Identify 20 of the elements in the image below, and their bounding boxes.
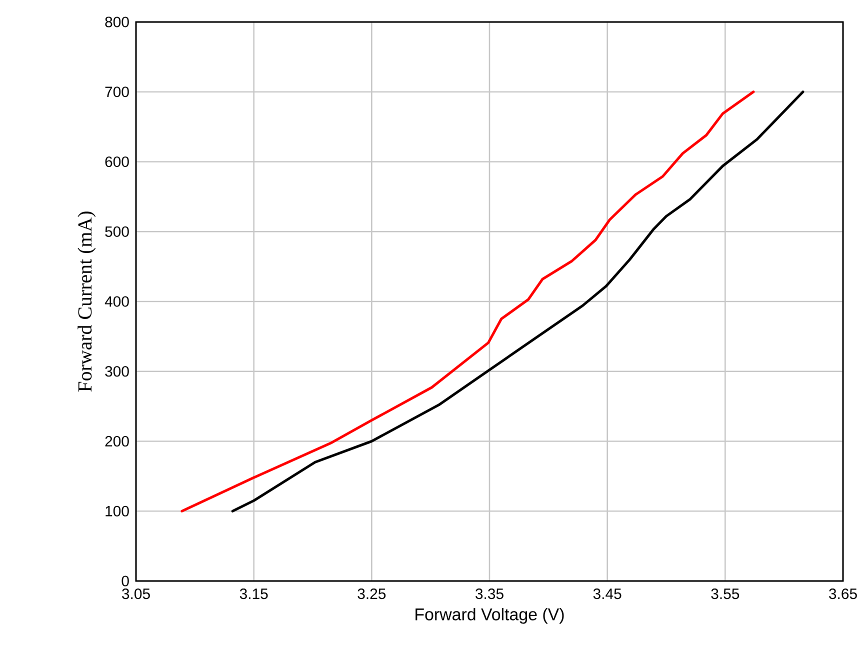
x-tick-label: 3.35 — [476, 588, 504, 600]
y-tick-label: 200 — [105, 436, 129, 447]
y-axis-title: Forward Current (mA) — [78, 212, 96, 392]
y-tick-label: 700 — [105, 86, 129, 98]
y-tick-label: 500 — [105, 226, 129, 237]
x-tick-label: 3.25 — [358, 588, 386, 600]
x-tick-label: 3.15 — [240, 588, 268, 600]
line-series — [180, 90, 755, 512]
line-series — [231, 90, 804, 512]
y-tick-label: 400 — [104, 296, 129, 307]
y-tick-label: 600 — [105, 156, 129, 168]
x-tick-label: 3.55 — [711, 588, 740, 600]
x-tick-label: 3.65 — [829, 588, 857, 600]
y-tick-label: 300 — [105, 366, 129, 377]
x-tick-label: 3.05 — [122, 588, 150, 600]
x-axis-title: Forward Voltage (V) — [416, 608, 564, 624]
y-tick-label: 100 — [106, 506, 129, 516]
y-tick-label: 800 — [105, 16, 129, 28]
y-tick-label: 0 — [122, 576, 129, 586]
x-tick-label: 3.45 — [593, 588, 622, 600]
